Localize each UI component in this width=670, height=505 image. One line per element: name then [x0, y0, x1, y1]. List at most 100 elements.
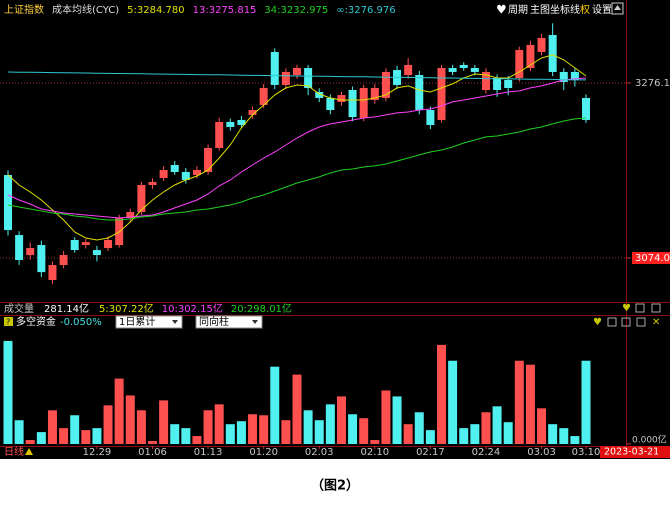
candle-body — [304, 67, 313, 89]
volume-bar — [125, 395, 135, 444]
window-icon[interactable] — [635, 303, 645, 313]
window-icon[interactable] — [636, 317, 646, 327]
dropdown[interactable] — [195, 315, 263, 329]
candle-body — [326, 97, 335, 110]
candle-body — [126, 212, 135, 218]
dropdown[interactable] — [115, 315, 183, 329]
x-tick-label: 02.24 — [472, 447, 501, 458]
candle-body — [37, 245, 46, 273]
volume-bar — [503, 422, 513, 444]
volume-bar — [14, 420, 24, 444]
volume-bar — [159, 400, 169, 444]
window-icon[interactable] — [621, 317, 631, 327]
window-icon[interactable] — [651, 303, 661, 313]
volume-bar — [36, 432, 46, 444]
ma-line — [7, 71, 586, 81]
volume-bar — [336, 396, 346, 444]
legend-entry: 13:3275.815 — [193, 5, 257, 16]
toolbar-button[interactable]: 权 — [580, 3, 590, 16]
candle-body — [104, 239, 113, 249]
candle-body — [293, 67, 301, 76]
restore-icon[interactable] — [611, 2, 624, 15]
candle-body — [504, 79, 513, 89]
candle-body — [270, 51, 279, 85]
candle-body — [515, 49, 524, 78]
toolbar-button[interactable]: 周期 — [508, 4, 528, 16]
candle-body — [281, 71, 290, 85]
candle-body — [26, 248, 35, 256]
toolbar-button[interactable]: 坐标线 — [550, 3, 580, 16]
tick-label-background — [632, 251, 670, 264]
candle-body — [137, 184, 146, 213]
volume-bar — [248, 414, 258, 444]
candle-body — [70, 239, 79, 251]
candle-body — [226, 121, 235, 127]
candle-body — [415, 75, 424, 110]
volume-bar — [103, 405, 113, 444]
volume-value: 281.14亿 — [44, 302, 89, 315]
candle-body — [381, 71, 390, 98]
volume-bar — [192, 436, 202, 444]
volume-bar — [303, 410, 313, 444]
caption: （图2） — [311, 478, 359, 494]
candle-body — [15, 235, 24, 260]
candle-body — [370, 88, 379, 100]
x-tick-label: 02.10 — [360, 447, 389, 458]
volume-bar — [548, 424, 558, 444]
legend-entry: ∞:3276.976 — [336, 5, 395, 16]
candle-body — [582, 97, 590, 120]
y-tick-label: 0.000亿 — [632, 434, 667, 446]
candle-body — [359, 88, 368, 118]
favorite-icon[interactable]: ♥ — [496, 3, 507, 17]
x-tick-label: 03.10 — [572, 447, 601, 458]
dropdown-arrow — [252, 320, 258, 324]
candle-body — [315, 91, 324, 98]
volume-bar — [281, 420, 291, 444]
panel-icons: ♥ ♥ ✕ — [593, 303, 661, 328]
x-tick-label: 02.03 — [305, 447, 334, 458]
period-label: 日线 — [4, 445, 24, 458]
volume-bar — [403, 424, 413, 444]
candle-body — [481, 71, 490, 90]
candle-body — [181, 172, 190, 180]
dropdown-label: 同向柱 — [199, 315, 229, 328]
x-tick-label: 02.17 — [416, 447, 445, 458]
candle-body — [48, 265, 57, 280]
period-triangle — [25, 448, 33, 455]
window-icon[interactable] — [607, 317, 617, 327]
volume-bar — [136, 410, 146, 444]
index-name: 上证指数 — [4, 3, 44, 16]
volume-bar — [81, 430, 91, 444]
background — [0, 0, 670, 459]
volume-bar — [525, 364, 535, 444]
toolbar-button[interactable]: 主图 — [530, 4, 550, 16]
volume-bar — [225, 424, 235, 444]
favorite-icon[interactable]: ♥ — [622, 303, 631, 314]
legend-entry: 20:298.01亿 — [231, 302, 292, 315]
volume-bar — [392, 396, 402, 444]
help-icon[interactable] — [4, 317, 13, 326]
candle-body — [348, 89, 357, 118]
volume-bar — [259, 415, 269, 444]
candle-body — [204, 148, 213, 173]
candle-body — [537, 37, 546, 52]
volume-bar — [459, 428, 469, 444]
toolbar-button[interactable]: 设置 — [592, 4, 612, 16]
candle-body — [4, 175, 12, 231]
indicator-title: 多空资金 — [16, 315, 56, 328]
dropdown-arrow — [172, 320, 178, 324]
volume-title: 成交量 — [4, 302, 34, 315]
volume-bar — [359, 418, 369, 444]
y-tick-label: 3276.1 — [635, 78, 670, 89]
volume-bar — [514, 360, 524, 444]
volume-bar — [59, 428, 69, 444]
candle-body — [448, 67, 457, 72]
volume-bar — [236, 421, 246, 444]
favorite-icon[interactable]: ♥ — [593, 317, 602, 328]
legend-entry: 10:302.15亿 — [162, 302, 223, 315]
legend-entry: 5:3284.780 — [127, 5, 184, 16]
close-icon[interactable]: ✕ — [652, 317, 660, 328]
x-tick-label: 03.03 — [527, 447, 556, 458]
volume-bar — [470, 424, 480, 444]
